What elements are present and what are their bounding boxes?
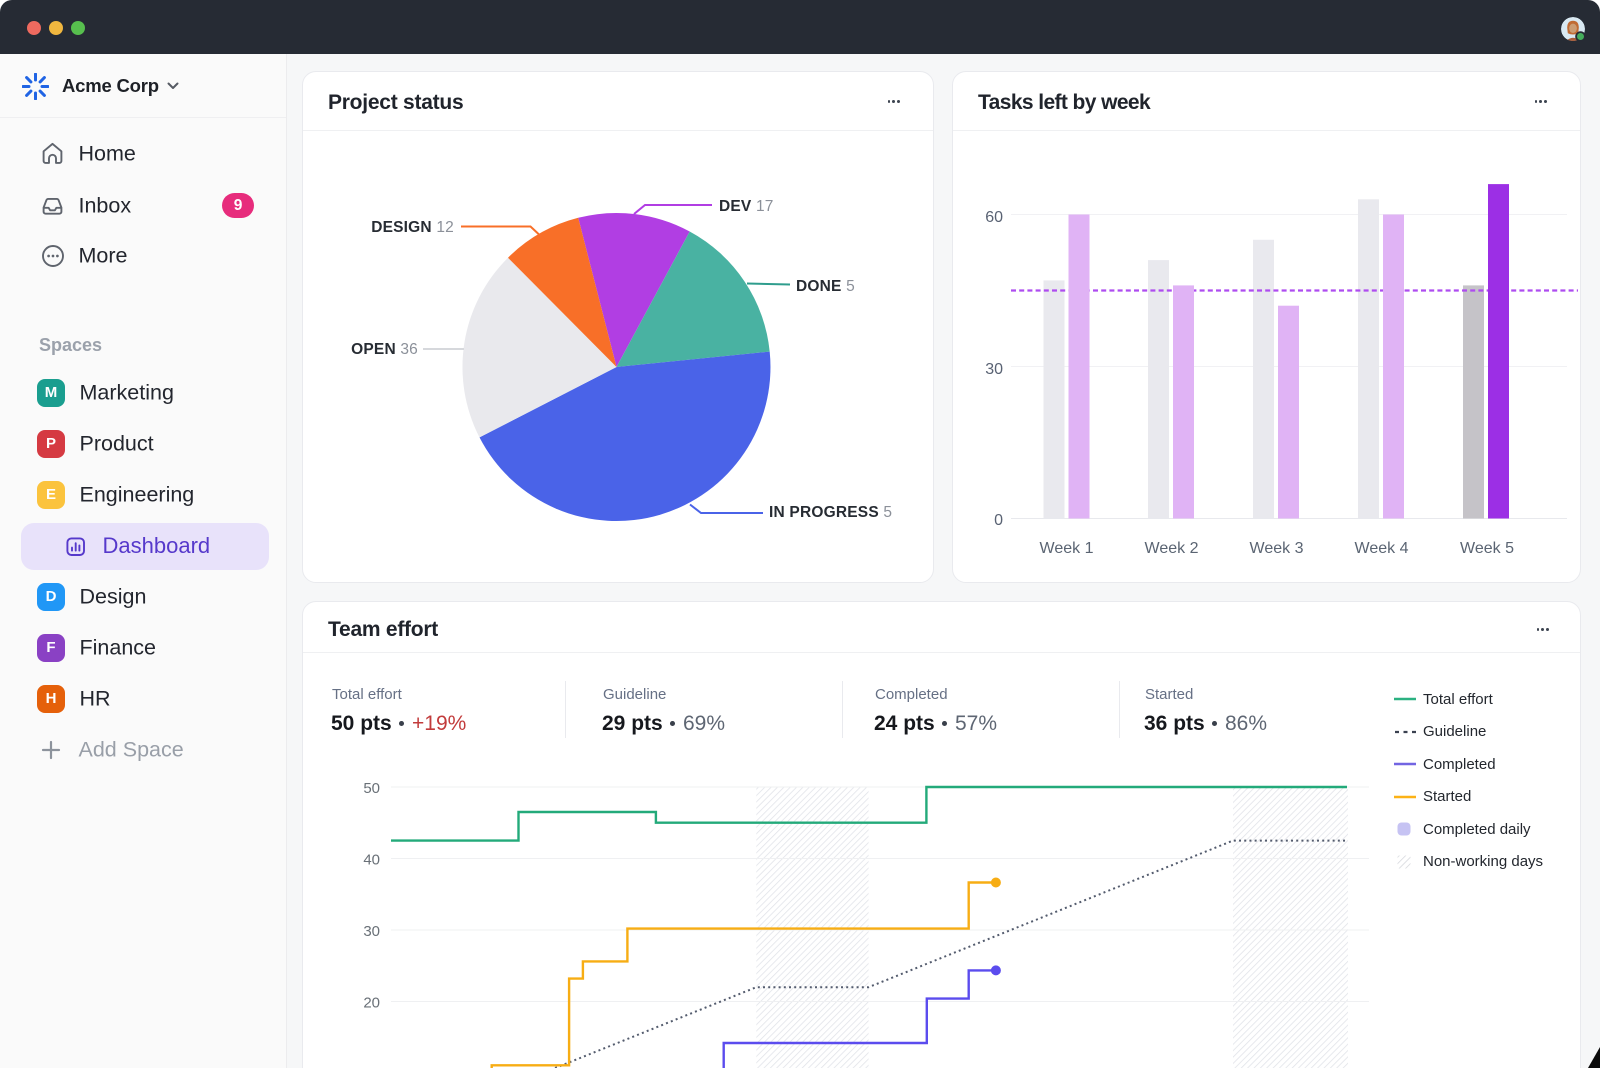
- svg-text:Week 5: Week 5: [1460, 540, 1514, 557]
- svg-text:DESIGN 12: DESIGN 12: [371, 219, 454, 236]
- svg-text:DEV 17: DEV 17: [719, 198, 774, 215]
- svg-text:0: 0: [994, 512, 1003, 529]
- svg-text:30: 30: [985, 361, 1003, 378]
- svg-text:30: 30: [363, 923, 380, 940]
- svg-text:Week 4: Week 4: [1355, 540, 1409, 557]
- svg-text:40: 40: [363, 852, 380, 869]
- svg-text:IN PROGRESS 5: IN PROGRESS 5: [769, 504, 892, 521]
- svg-text:Week 3: Week 3: [1250, 540, 1304, 557]
- svg-text:60: 60: [985, 209, 1003, 226]
- svg-text:50: 50: [363, 780, 380, 797]
- svg-text:Week 1: Week 1: [1040, 540, 1094, 557]
- svg-text:20: 20: [363, 995, 380, 1012]
- svg-text:Week 2: Week 2: [1145, 540, 1199, 557]
- svg-text:OPEN 36: OPEN 36: [351, 341, 418, 358]
- svg-text:DONE 5: DONE 5: [796, 278, 855, 295]
